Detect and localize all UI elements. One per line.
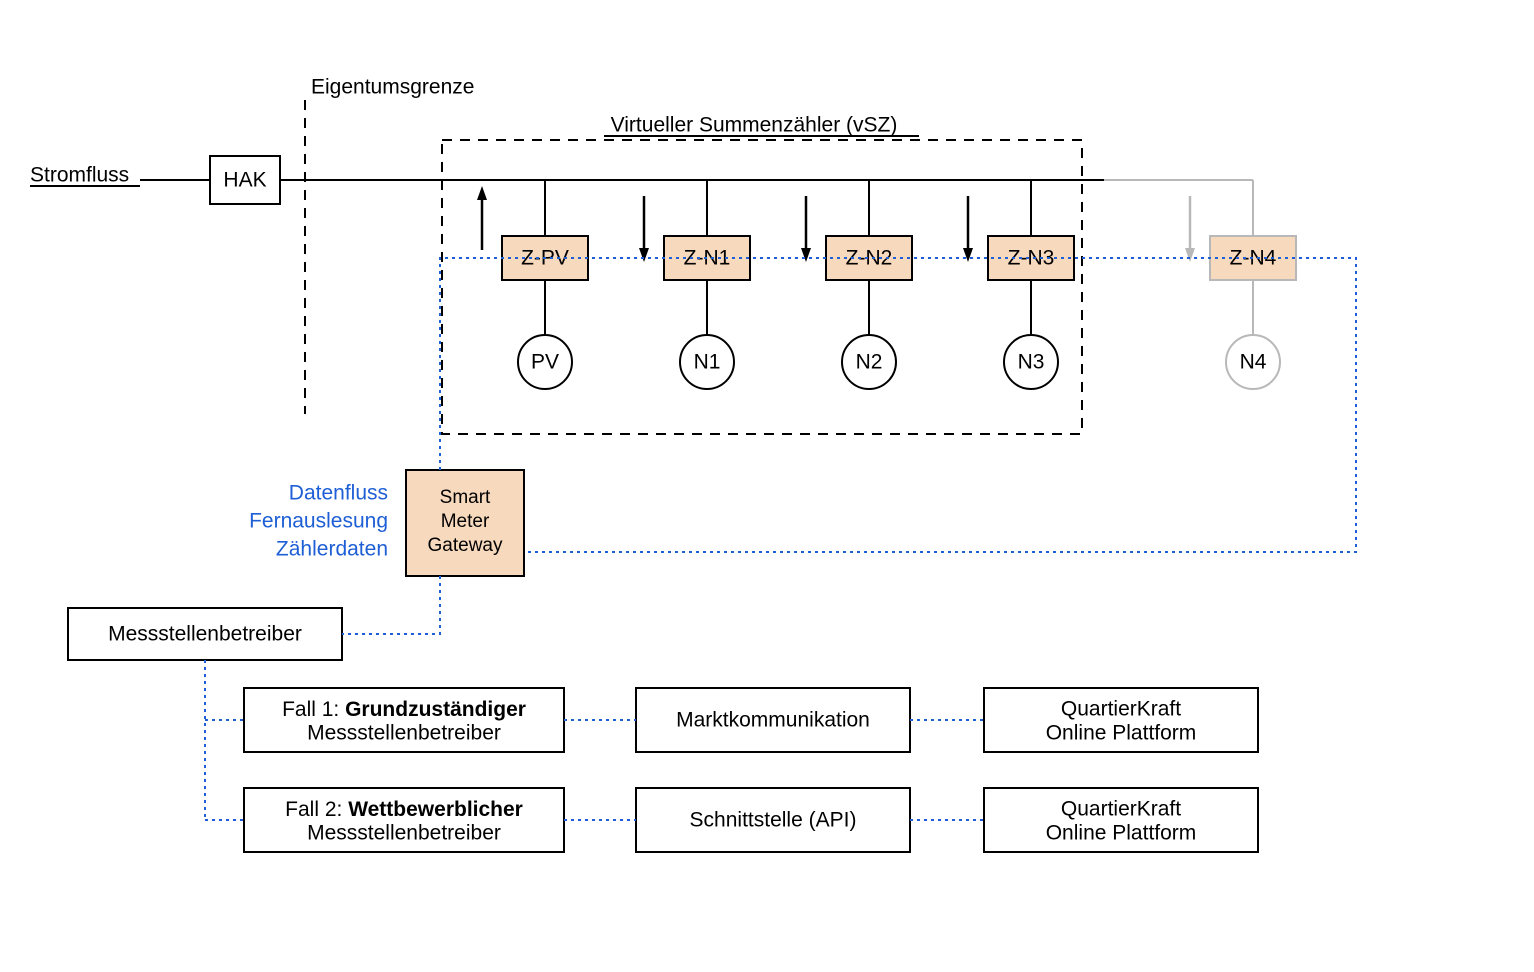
fall2-col3-line1: QuartierKraft bbox=[1061, 798, 1181, 821]
fall2-col3-line2: Online Plattform bbox=[1046, 822, 1197, 845]
node-label-PV: PV bbox=[531, 351, 559, 374]
node-label-N1: N1 bbox=[694, 351, 721, 374]
vsz-box bbox=[442, 140, 1082, 434]
eigentumsgrenze-label: Eigentumsgrenze bbox=[311, 76, 474, 99]
fall1-col1-line2: Messstellenbetreiber bbox=[307, 722, 501, 745]
fall2-col1-line1: Fall 2: Wettbewerblicher bbox=[285, 798, 523, 821]
fall1-col1-line1: Fall 1: Grundzuständiger bbox=[282, 698, 526, 721]
stromfluss-label: Stromfluss bbox=[30, 164, 129, 187]
fernauslesung-label: Fernauslesung bbox=[249, 510, 388, 533]
messstellenbetreiber-label: Messstellenbetreiber bbox=[108, 623, 302, 646]
smg-line1: Smart bbox=[440, 487, 491, 508]
node-label-N3: N3 bbox=[1018, 351, 1045, 374]
hak-label: HAK bbox=[223, 169, 266, 192]
fall2-col1-line2: Messstellenbetreiber bbox=[307, 822, 501, 845]
smg-line3: Gateway bbox=[428, 535, 503, 556]
smg-line2: Meter bbox=[441, 511, 490, 532]
fall1-col3-line1: QuartierKraft bbox=[1061, 698, 1181, 721]
vsz-title: Virtueller Summenzähler (vSZ) bbox=[611, 114, 898, 137]
diagram-canvas: Stromfluss HAK Eigentumsgrenze Virtueller S… bbox=[0, 0, 1534, 972]
fall1-col2-label: Marktkommunikation bbox=[676, 709, 870, 732]
fall1-col3-line2: Online Plattform bbox=[1046, 722, 1197, 745]
datenfluss-label: Datenfluss bbox=[289, 482, 388, 505]
node-label-N2: N2 bbox=[856, 351, 883, 374]
fall2-col2-label: Schnittstelle (API) bbox=[690, 809, 857, 832]
zaehlerdaten-label: Zählerdaten bbox=[276, 538, 388, 561]
dataflow-smg-msb bbox=[342, 576, 440, 634]
dataflow-meter-loop bbox=[440, 258, 1356, 552]
node-label-N4: N4 bbox=[1240, 351, 1267, 374]
